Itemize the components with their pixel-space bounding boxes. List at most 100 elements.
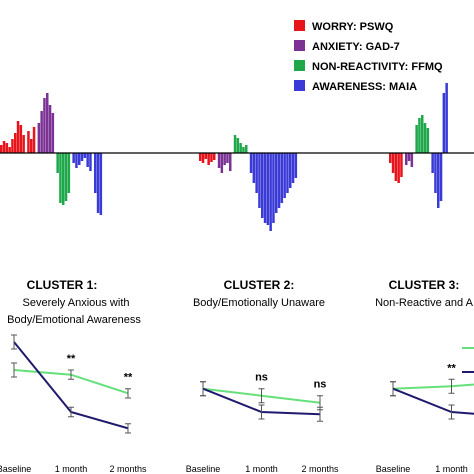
bar-cluster2-awareness-3 xyxy=(258,153,261,208)
bar-cluster3-nonreactivity-2 xyxy=(421,115,424,153)
legend-label-awareness: AWARENESS: MAIA xyxy=(312,81,417,93)
bar-cluster1-awareness-a-0 xyxy=(72,153,75,163)
profile-bars xyxy=(0,83,448,231)
bar-cluster1-nonreactivity-2 xyxy=(62,153,65,205)
bar-cluster3-nonreactivity-0 xyxy=(415,125,418,153)
bar-cluster2-awareness-12 xyxy=(283,153,286,198)
bar-cluster3-worry-1 xyxy=(391,153,395,173)
bar-cluster3-awareness-1 xyxy=(434,153,437,193)
significance-label-panel3-1: ** xyxy=(447,362,456,374)
bar-cluster2-awareness-2 xyxy=(255,153,258,193)
bar-cluster1-worry-7 xyxy=(19,125,23,153)
cluster-1-subtitle-line2: Body/Emotional Awareness xyxy=(7,314,141,326)
bar-cluster2-awareness-8 xyxy=(272,153,275,223)
line-control-panel3 xyxy=(392,383,474,390)
legend-swatch-awareness xyxy=(294,80,305,91)
legend-swatch-anxiety xyxy=(294,40,305,51)
errorbar-control-panel1-1 xyxy=(68,369,74,380)
cluster-3-title: CLUSTER 3: xyxy=(389,278,460,292)
bar-cluster1-awareness-a-2 xyxy=(78,153,81,165)
legend-label-worry: WORRY: PSWQ xyxy=(312,21,394,33)
bar-cluster3-awareness-0 xyxy=(431,153,434,173)
bar-cluster1-worry-2 xyxy=(5,143,9,153)
bar-cluster3-awareness-2 xyxy=(437,153,440,208)
x-tick-panel3-1: 1 month xyxy=(435,464,468,474)
bar-cluster2-awareness-10 xyxy=(277,153,281,208)
trajectory-panel-1: ** ** Baseline 1 month 2 months xyxy=(0,334,147,474)
cluster-titles: CLUSTER 1: Severely Anxious with Body/Em… xyxy=(7,278,473,326)
bar-cluster2-anxiety-3 xyxy=(226,153,229,163)
bar-cluster1-anxiety-2 xyxy=(43,98,46,153)
bar-cluster1-worry-5 xyxy=(14,133,17,153)
x-tick-panel2-0: Baseline xyxy=(186,464,221,474)
bar-cluster3-awareness-3 xyxy=(439,153,443,201)
bar-cluster2-awareness-0 xyxy=(249,153,253,173)
bar-cluster2-worry-5 xyxy=(213,153,216,160)
bar-cluster1-worry-cont-0 xyxy=(27,131,30,153)
x-tick-panel3-0: Baseline xyxy=(376,464,411,474)
trajectory-panels: ** ** Baseline 1 month 2 months ns ns Baseline 1… xyxy=(0,334,474,474)
bar-cluster2-worry-4 xyxy=(210,153,213,162)
errorbar-treatment-panel2-1 xyxy=(258,404,265,420)
errorbar-treatment-panel1-0 xyxy=(11,334,17,350)
bar-cluster2-worry-0 xyxy=(199,153,202,161)
bar-cluster2-anxiety-2 xyxy=(223,153,226,165)
bar-cluster1-anxiety-4 xyxy=(48,105,52,153)
bar-cluster2-nonreactivity-3 xyxy=(242,147,245,153)
bar-cluster2-nonreactivity-4 xyxy=(245,145,248,153)
errorbar-control-panel1-0 xyxy=(11,362,17,378)
bar-cluster2-nonreactivity-1 xyxy=(236,138,240,153)
bar-cluster2-awareness-11 xyxy=(280,153,284,203)
bar-cluster2-awareness-15 xyxy=(291,153,295,183)
bar-cluster1-nonreactivity-3 xyxy=(64,153,68,201)
bar-cluster1-awareness-a-1 xyxy=(75,153,78,168)
bar-cluster1-nonreactivity-4 xyxy=(67,153,71,193)
bar-cluster2-worry-1 xyxy=(201,153,205,163)
bar-cluster2-awareness-6 xyxy=(266,153,270,225)
bar-cluster1-anxiety-5 xyxy=(51,113,55,153)
x-tick-panel1-1: 1 month xyxy=(55,464,88,474)
bar-cluster2-anxiety-0 xyxy=(217,153,221,168)
cluster-2-title: CLUSTER 2: xyxy=(224,278,295,292)
errorbar-treatment-panel1-1 xyxy=(68,406,74,418)
bar-cluster3-worry-3 xyxy=(397,153,400,183)
significance-label-panel1-1: ** xyxy=(67,353,76,365)
bar-cluster2-worry-2 xyxy=(204,153,208,159)
bar-cluster2-awareness-14 xyxy=(289,153,292,188)
bar-cluster1-awareness-a-4 xyxy=(83,153,87,158)
bar-cluster1-worry-cont-1 xyxy=(30,139,33,153)
legend-swatch-worry xyxy=(294,20,305,31)
bar-cluster3-nonreactivity-3 xyxy=(423,123,427,153)
bar-cluster2-awareness-5 xyxy=(263,153,267,223)
errorbar-control-panel3-1 xyxy=(448,378,455,394)
bar-cluster1-awareness-b-0 xyxy=(94,153,97,193)
errorbar-treatment-panel3-0 xyxy=(390,381,396,397)
errorbar-treatment-panel2-0 xyxy=(200,381,206,397)
x-tick-panel1-0: Baseline xyxy=(0,464,31,474)
significance-label-panel2-1: ns xyxy=(255,372,268,384)
bar-cluster1-worry-6 xyxy=(16,121,20,153)
bar-cluster2-awareness-13 xyxy=(286,153,289,193)
legend: WORRY: PSWQ ANXIETY: GAD-7 NON-REACTIVIT… xyxy=(294,20,443,93)
errorbar-treatment-panel3-1 xyxy=(448,404,455,420)
bar-cluster3-nonreactivity-1 xyxy=(418,118,421,153)
bar-cluster2-awareness-1 xyxy=(252,153,256,183)
bar-cluster3-anxiety-2 xyxy=(410,153,414,167)
bar-cluster2-anxiety-1 xyxy=(220,153,224,173)
bar-cluster2-worry-3 xyxy=(207,153,210,165)
x-tick-panel1-2: 2 months xyxy=(109,464,147,474)
bar-cluster1-awareness-a-6 xyxy=(89,153,92,171)
cluster-2-subtitle-line1: Body/Emotionally Unaware xyxy=(193,297,325,309)
bar-cluster2-awareness-9 xyxy=(275,153,278,213)
bar-cluster1-awareness-a-5 xyxy=(86,153,89,167)
x-tick-panel2-1: 1 month xyxy=(245,464,278,474)
errorbar-control-panel1-2 xyxy=(125,388,131,399)
bar-cluster1-awareness-b-2 xyxy=(99,153,103,215)
bar-cluster3-awareness-5 xyxy=(445,83,448,153)
cluster-1-subtitle-line1: Severely Anxious with xyxy=(23,297,130,309)
trajectory-panel-2: ns ns Baseline 1 month 2 months xyxy=(186,372,339,474)
significance-label-panel1-2: ** xyxy=(124,372,133,384)
bar-cluster3-worry-0 xyxy=(389,153,392,163)
